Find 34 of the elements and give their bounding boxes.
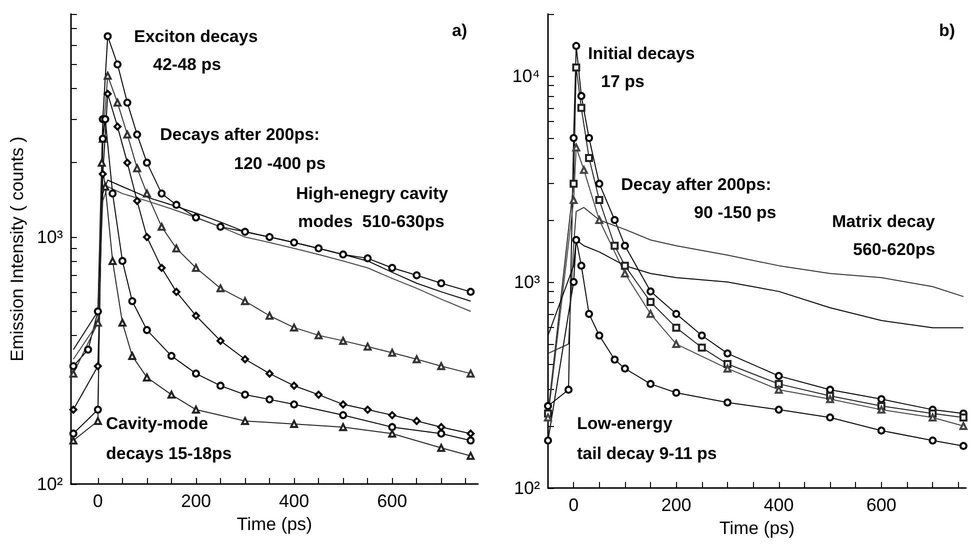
x-axis-title: Time (ps) xyxy=(719,518,795,538)
annotation: tail decay 9-11 ps xyxy=(577,444,717,463)
annotation: Decays after 200ps: xyxy=(160,125,320,144)
annotation: b) xyxy=(939,21,956,40)
annotation: 120 -400 ps xyxy=(234,154,326,173)
annotation: 560-620ps xyxy=(853,240,936,259)
annotation: modes 510-630ps xyxy=(298,212,444,231)
x-tick-label: 200 xyxy=(661,495,692,515)
x-tick-label: 0 xyxy=(92,491,103,511)
annotation: a) xyxy=(452,21,468,40)
annotation: Matrix decay xyxy=(832,212,936,231)
x-tick-label: 400 xyxy=(279,491,310,511)
x-tick-label: 600 xyxy=(377,491,408,511)
annotation: decays 15-18ps xyxy=(106,444,232,463)
annotation: Initial decays xyxy=(588,44,695,63)
annotation: High-enegry cavity xyxy=(296,184,449,203)
x-axis-title: Time (ps) xyxy=(236,514,312,534)
y-tick-label: 10³ xyxy=(36,227,63,248)
x-tick-label: 0 xyxy=(568,495,579,515)
annotation: 17 ps xyxy=(601,72,644,91)
x-tick-label: 600 xyxy=(866,495,896,515)
y-tick-label: 10² xyxy=(514,478,540,498)
annotation: Cavity-mode xyxy=(106,414,208,433)
y-axis-title: Emission Intensity ( counts ) xyxy=(7,136,27,362)
annotation: Low-energy xyxy=(577,414,673,433)
y-tick-label: 10² xyxy=(36,474,63,494)
annotation: Decay after 200ps: xyxy=(621,175,772,194)
annotation: Exciton decays xyxy=(134,27,258,46)
annotation: 42-48 ps xyxy=(153,55,222,74)
x-tick-label: 200 xyxy=(180,491,212,511)
y-tick-label: 10³ xyxy=(514,272,540,292)
y-tick-label: 10⁴ xyxy=(512,66,540,86)
annotation: 90 -150 ps xyxy=(694,203,776,222)
x-tick-label: 400 xyxy=(764,495,794,515)
